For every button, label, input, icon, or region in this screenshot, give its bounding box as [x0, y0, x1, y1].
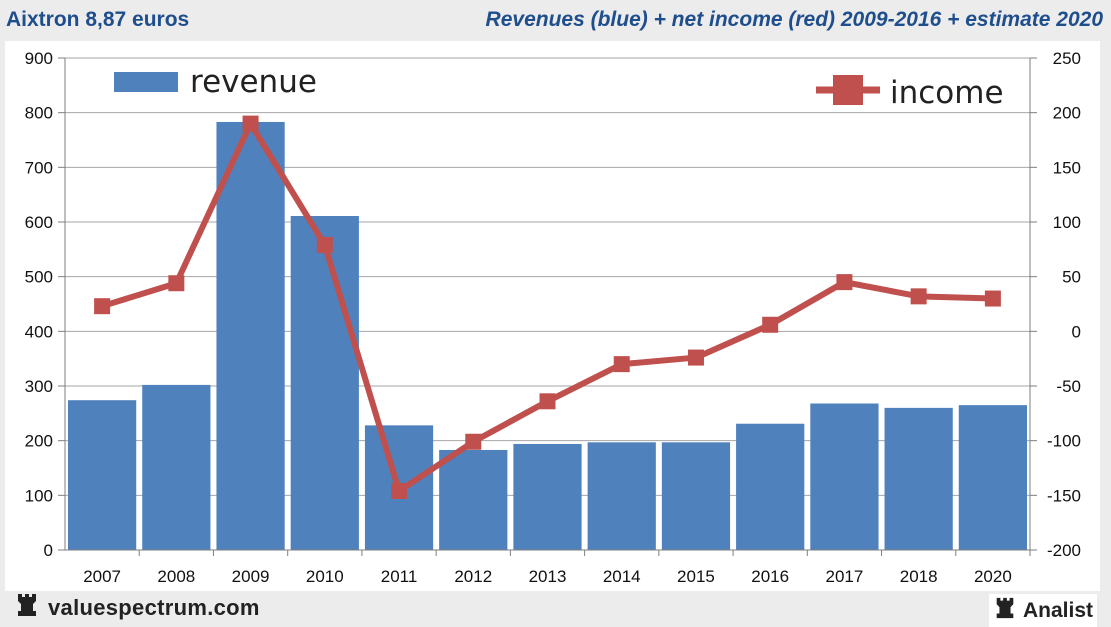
- chart-title: Aixtron 8,87 euros: [6, 8, 190, 31]
- left-tick-label: 200: [25, 432, 53, 451]
- income-point: [242, 115, 259, 132]
- income-point: [910, 288, 927, 305]
- x-tick-label: 2014: [603, 567, 641, 586]
- x-tick-label: 2015: [677, 567, 715, 586]
- legend-revenue-swatch: [114, 72, 178, 92]
- left-tick-label: 100: [25, 486, 53, 505]
- income-point: [94, 298, 111, 315]
- income-point: [836, 274, 853, 291]
- revenue-bar: [958, 405, 1027, 550]
- analist-text: Analist: [1022, 598, 1093, 622]
- rook-icon: [14, 592, 40, 623]
- x-tick-label: 2017: [826, 567, 864, 586]
- legend-revenue-label: revenue: [190, 64, 317, 100]
- revenue-bar: [810, 403, 879, 550]
- revenue-bar: [68, 400, 137, 550]
- income-point: [984, 290, 1001, 307]
- x-tick-label: 2007: [83, 567, 121, 586]
- income-point: [168, 275, 185, 292]
- income-point: [613, 356, 630, 373]
- right-tick-label: -50: [1056, 377, 1081, 396]
- income-point: [465, 433, 482, 450]
- right-tick-label: 150: [1053, 158, 1081, 177]
- revenue-bar: [661, 442, 731, 550]
- right-tick-label: -200: [1047, 541, 1081, 560]
- revenue-bars: [68, 121, 1027, 551]
- legend-income-label: income: [890, 75, 1004, 111]
- revenue-bar: [216, 121, 285, 551]
- x-tick-label: 2008: [157, 567, 195, 586]
- income-point: [687, 349, 704, 366]
- chart-subtitle: Revenues (blue) + net income (red) 2009-…: [485, 8, 1103, 31]
- income-line: [94, 115, 1001, 499]
- x-tick-label: 2009: [232, 567, 270, 586]
- left-tick-label: 400: [25, 322, 53, 341]
- revenue-bar: [884, 407, 953, 550]
- left-tick-label: 0: [44, 541, 53, 560]
- x-tick-label: 2016: [751, 567, 789, 586]
- income-point: [391, 482, 408, 499]
- x-tick-label: 2018: [900, 567, 938, 586]
- right-tick-label: -150: [1047, 486, 1081, 505]
- x-tick-label: 2010: [306, 567, 344, 586]
- income-point: [316, 236, 333, 253]
- right-tick-label: 250: [1053, 49, 1081, 68]
- revenue-bar: [587, 442, 656, 550]
- revenue-bar: [290, 215, 359, 550]
- left-tick-label: 900: [25, 49, 53, 68]
- income-point: [539, 393, 556, 410]
- left-tick-label: 700: [25, 158, 53, 177]
- income-point: [762, 316, 779, 333]
- brand-text: valuespectrum.com: [48, 594, 260, 620]
- x-tick-label: 2020: [974, 567, 1012, 586]
- right-tick-label: 200: [1053, 104, 1081, 123]
- revenue-bar: [439, 449, 508, 550]
- revenue-bar: [736, 423, 805, 550]
- revenue-bar: [513, 443, 582, 550]
- legend-income-marker: [833, 75, 863, 105]
- legend: revenue income: [114, 64, 1004, 111]
- right-tick-label: 0: [1072, 322, 1081, 341]
- analist-badge: Analist: [988, 594, 1097, 627]
- x-tick-label: 2013: [529, 567, 567, 586]
- x-tick-label: 2011: [381, 567, 418, 586]
- left-tick-label: 800: [25, 104, 53, 123]
- brand-footer: valuespectrum.com: [14, 592, 260, 623]
- left-tick-label: 300: [25, 377, 53, 396]
- left-tick-label: 600: [25, 213, 53, 232]
- rook-icon: [993, 596, 1017, 625]
- right-tick-label: -100: [1047, 432, 1081, 451]
- right-tick-label: 100: [1053, 213, 1081, 232]
- axes: 0100200300400500600700800900-200-150-100…: [25, 49, 1081, 586]
- right-tick-label: 50: [1062, 268, 1081, 287]
- revenue-bar: [142, 384, 211, 550]
- left-tick-label: 500: [25, 268, 53, 287]
- x-tick-label: 2012: [454, 567, 492, 586]
